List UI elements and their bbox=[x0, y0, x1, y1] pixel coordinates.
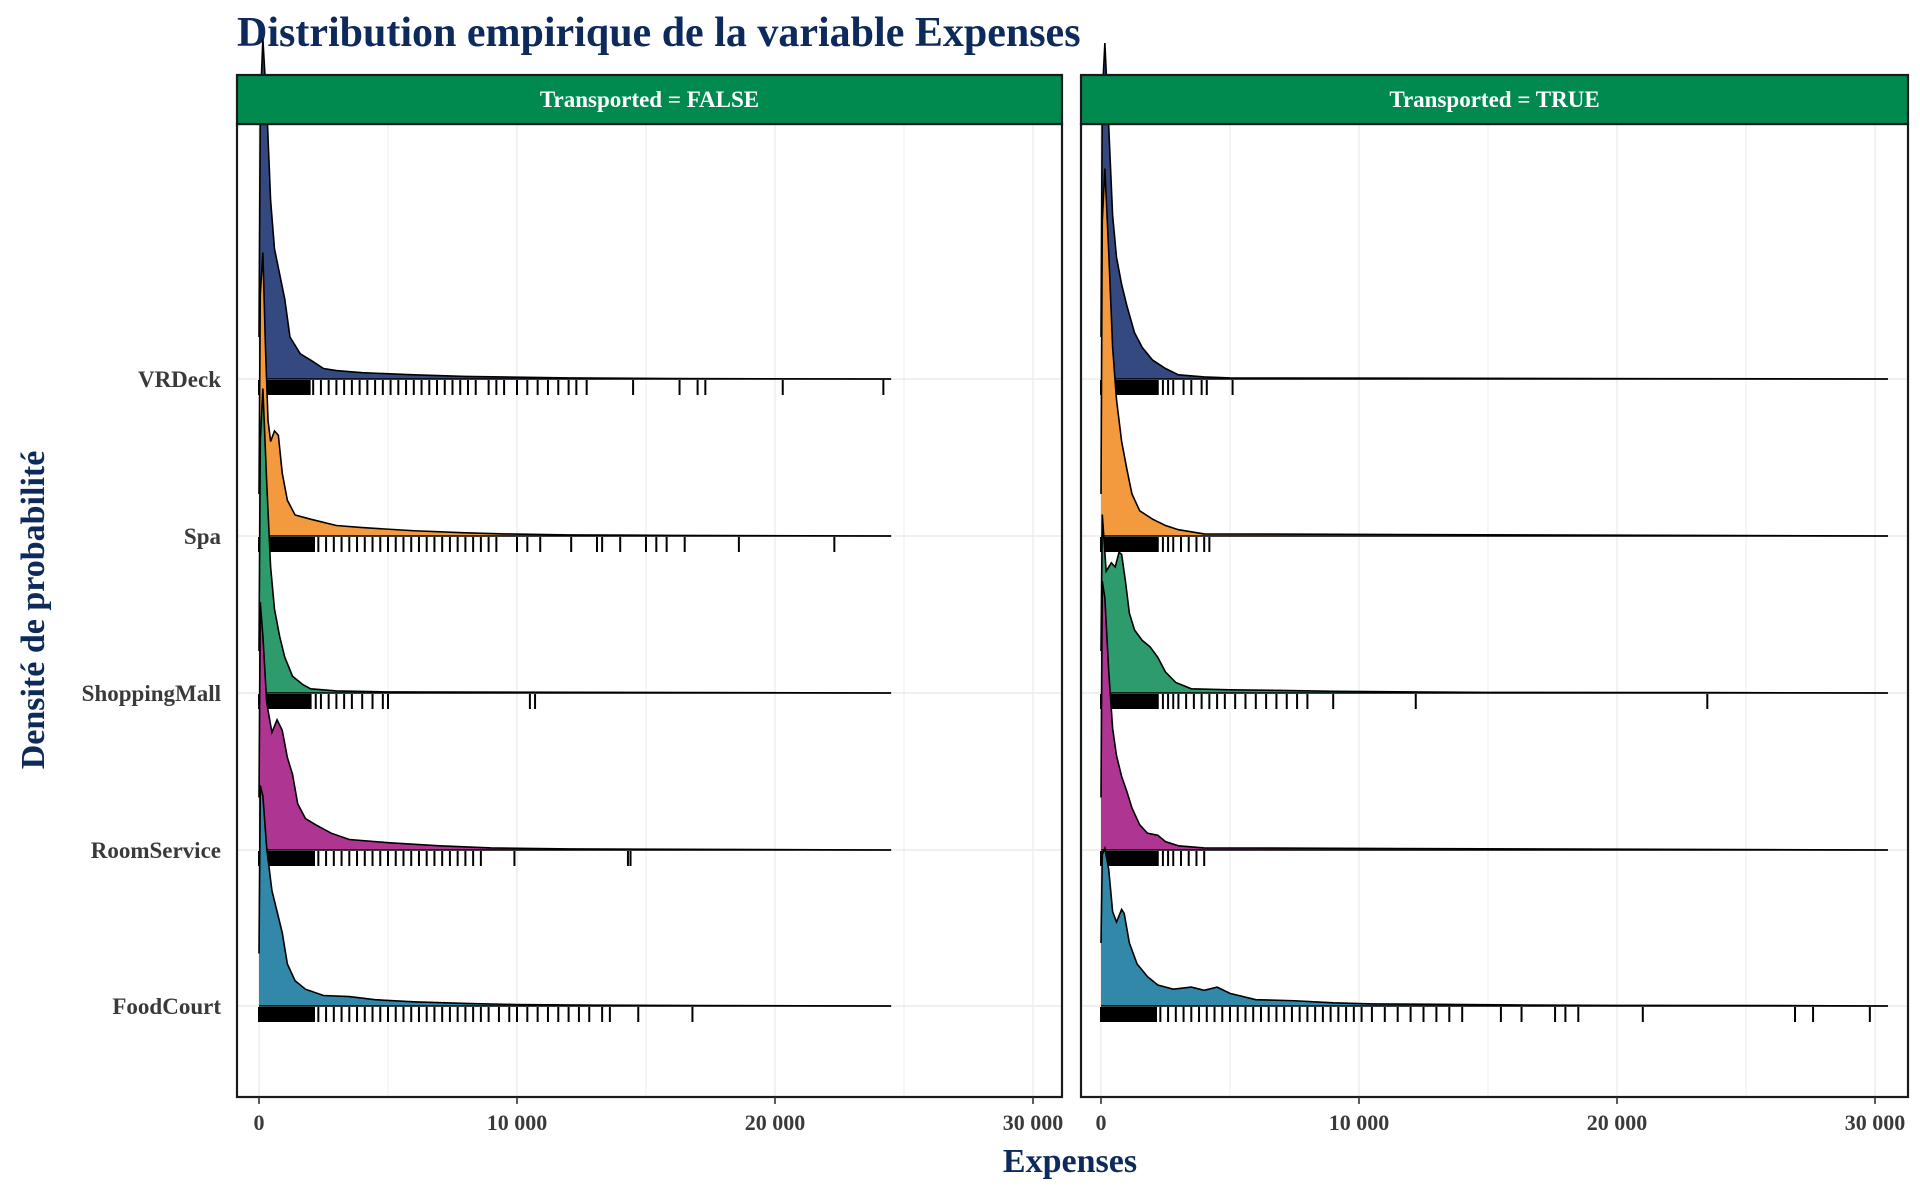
facet-strip bbox=[235, 73, 1064, 126]
ridge-roomservice bbox=[258, 602, 892, 866]
category-label-spa: Spa bbox=[184, 524, 222, 549]
y-axis-title: Densité de probabilité bbox=[15, 451, 52, 770]
x-tick-label: 30 000 bbox=[1845, 1110, 1906, 1135]
density-outline-roomservice bbox=[1100, 581, 1888, 851]
facet-strip bbox=[1079, 73, 1910, 126]
rug-dense-band bbox=[258, 1007, 316, 1022]
x-tick-label: 0 bbox=[1096, 1110, 1107, 1135]
facet-strip-label: Transported = TRUE bbox=[1389, 87, 1599, 112]
facet-panel-1: Transported = FALSE 0 10 000 20 000 30 000 bbox=[235, 38, 1064, 1135]
rug-dense-band bbox=[1100, 851, 1158, 866]
category-label-foodcourt: FoodCourt bbox=[112, 994, 221, 1019]
ridge-foodcourt bbox=[1100, 845, 1888, 1022]
x-axis: 0 10 000 20 000 30 000 bbox=[1096, 1097, 1906, 1135]
ridge-shoppingmall bbox=[258, 388, 892, 709]
rug-marks-vrdeck bbox=[258, 380, 885, 395]
density-outline-spa bbox=[1100, 168, 1888, 537]
x-tick-label: 20 000 bbox=[745, 1110, 806, 1135]
category-axis-labels: VRDeck Spa ShoppingMall RoomService FoodCour… bbox=[82, 367, 222, 1019]
density-outline-shoppingmall bbox=[258, 388, 892, 694]
density-area-foodcourt bbox=[1101, 848, 1888, 1006]
density-outline-shoppingmall bbox=[1100, 514, 1888, 694]
rug-dense-band bbox=[258, 694, 311, 709]
rug-dense-band bbox=[1100, 537, 1158, 552]
x-tick-label: 10 000 bbox=[1329, 1110, 1390, 1135]
facet-strip-label: Transported = FALSE bbox=[540, 87, 759, 112]
rug-marks-shoppingmall bbox=[258, 694, 537, 709]
x-tick-label: 0 bbox=[254, 1110, 265, 1135]
rug-marks-foodcourt bbox=[1100, 1007, 1871, 1022]
category-label-vrdeck: VRDeck bbox=[138, 367, 221, 392]
x-tick-label: 10 000 bbox=[487, 1110, 548, 1135]
rug-dense-band bbox=[258, 851, 316, 866]
rug-marks-roomservice bbox=[258, 851, 632, 866]
density-outline-roomservice bbox=[258, 602, 892, 851]
ridge-foodcourt bbox=[258, 785, 892, 1022]
rug-marks-roomservice bbox=[1100, 851, 1206, 866]
density-outline-foodcourt bbox=[258, 785, 892, 1007]
x-tick-label: 30 000 bbox=[1003, 1110, 1064, 1135]
chart-title: Distribution empirique de la variable Ex… bbox=[237, 10, 1081, 56]
rug-dense-band bbox=[258, 537, 316, 552]
rug-marks-foodcourt bbox=[258, 1007, 694, 1022]
plot-background bbox=[237, 124, 1062, 1097]
rug-dense-band bbox=[1100, 1007, 1158, 1022]
ridge-spa bbox=[1100, 168, 1888, 552]
category-label-roomservice: RoomService bbox=[91, 838, 221, 863]
rug-marks-spa bbox=[258, 537, 836, 552]
category-label-shoppingmall: ShoppingMall bbox=[82, 681, 221, 706]
x-axis-title: Expenses bbox=[1003, 1143, 1137, 1180]
ridge-roomservice bbox=[1100, 581, 1888, 866]
x-axis: 0 10 000 20 000 30 000 bbox=[254, 1097, 1064, 1135]
density-outline-spa bbox=[258, 252, 892, 537]
ridge-spa bbox=[258, 252, 892, 552]
rug-dense-band bbox=[258, 380, 311, 395]
density-outline-foodcourt bbox=[1100, 845, 1888, 1007]
x-tick-label: 20 000 bbox=[1587, 1110, 1648, 1135]
plot-background bbox=[1081, 124, 1908, 1097]
rug-dense-band bbox=[1100, 694, 1158, 709]
facet-panel-2: Transported = TRUE 0 10 000 20 000 30 000 bbox=[1079, 42, 1910, 1135]
rug-marks-spa bbox=[1100, 537, 1211, 552]
